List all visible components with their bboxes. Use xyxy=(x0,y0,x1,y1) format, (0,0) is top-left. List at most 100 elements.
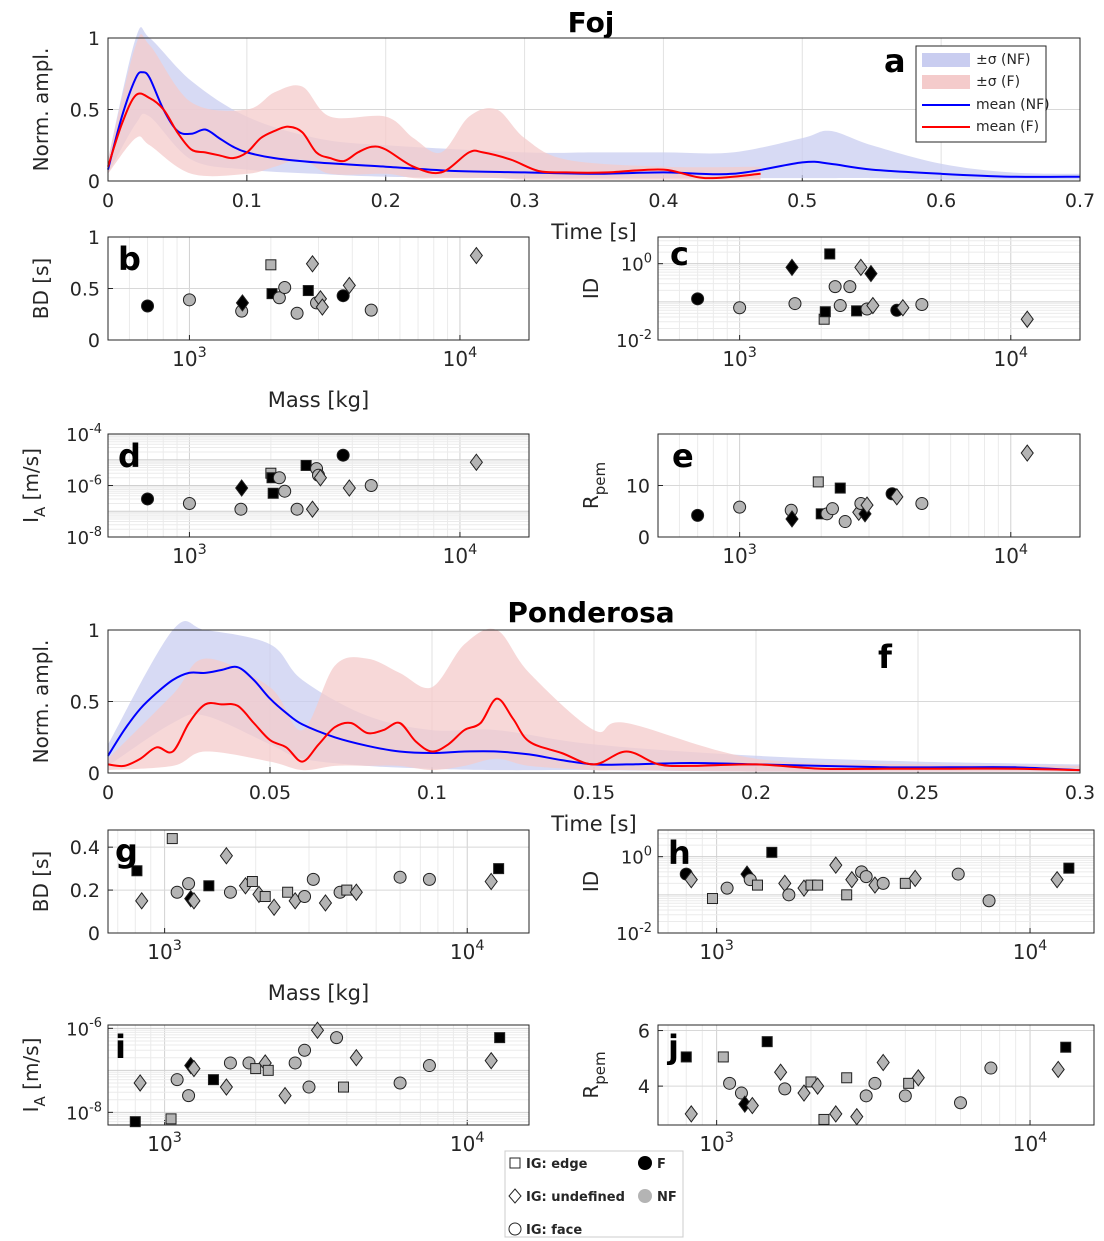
y-tick-label: 100 xyxy=(621,845,652,869)
point-diamond-nf xyxy=(342,479,356,497)
point-diamond-nf xyxy=(219,1078,234,1096)
point-circle-nf xyxy=(223,1056,237,1070)
point-circle-nf xyxy=(272,471,286,485)
x-tick-label: 104 xyxy=(450,938,485,964)
point-square-f xyxy=(129,1116,141,1128)
marker-key: IG: edge IG: undefined IG: face F NF xyxy=(504,1150,684,1238)
point-circle-nf xyxy=(223,885,237,899)
x-tick-label: 103 xyxy=(722,345,757,371)
y-tick-label: 0.5 xyxy=(70,692,100,714)
point-square-nf xyxy=(262,1064,274,1076)
point-diamond-f xyxy=(235,479,249,497)
panel-letter: e xyxy=(672,437,694,475)
panel-f: 0 0.05 0.1 0.15 0.2 0.25 0.3 0 0.5 1 Norm. ampl. Ti… xyxy=(29,620,1095,836)
point-circle-nf xyxy=(182,496,196,510)
point-diamond-nf xyxy=(850,1107,864,1126)
point-circle-f xyxy=(691,292,705,306)
band-f xyxy=(108,628,1080,772)
legend-label-mean-nf: mean (NF) xyxy=(976,97,1050,113)
point-diamond-nf xyxy=(187,891,201,910)
point-diamond-nf xyxy=(1020,444,1034,462)
x-tick-label: 103 xyxy=(722,542,757,568)
legend-label-f-band: ±σ (F) xyxy=(976,74,1020,90)
point-square-f xyxy=(203,880,215,892)
point-circle-nf xyxy=(272,291,286,305)
x-tick-label: 103 xyxy=(172,345,207,371)
point-diamond-f xyxy=(235,294,250,312)
point-circle-nf xyxy=(306,872,320,886)
point-square-f xyxy=(207,1074,219,1086)
x-tick-label: 103 xyxy=(147,938,182,964)
panel-letter: c xyxy=(670,235,689,273)
point-circle-nf xyxy=(182,877,196,891)
point-square-f xyxy=(494,1032,506,1044)
point-diamond-nf xyxy=(896,298,910,317)
point-square-f xyxy=(834,482,846,494)
y-tick-label: 0.5 xyxy=(70,279,100,301)
x-tick-label: 0 xyxy=(102,190,114,212)
series-mean-f xyxy=(107,697,1081,772)
y-tick-label: 10-8 xyxy=(66,1100,102,1124)
x-axis-label: Time [s] xyxy=(550,220,636,244)
x-tick-label: 104 xyxy=(443,345,478,371)
point-circle-nf xyxy=(364,479,378,492)
panel-d: 103 104 10-8 10-6 10-4 IA [m/s] d xyxy=(19,422,530,568)
point-square-f xyxy=(851,305,863,317)
point-circle-nf xyxy=(951,867,965,881)
point-diamond-nf xyxy=(313,468,328,487)
y-axis-label: BD [s] xyxy=(29,258,53,320)
axes-box xyxy=(107,433,530,538)
point-square-nf xyxy=(841,889,853,901)
point-circle-nf xyxy=(825,502,839,516)
x-tick-label: 103 xyxy=(699,938,734,964)
x-tick-label: 0.05 xyxy=(249,782,291,804)
panel-i: 103 104 10-8 10-6 IA [m/s] i xyxy=(19,1016,530,1156)
axes-box xyxy=(107,629,1081,774)
point-circle-nf xyxy=(290,502,304,516)
point-circle-nf xyxy=(170,1073,184,1087)
point-square-nf xyxy=(166,833,178,845)
point-circle-nf xyxy=(915,497,929,511)
point-diamond-nf xyxy=(484,1051,498,1070)
x-tick-label: 0.2 xyxy=(371,190,401,212)
point-diamond-nf xyxy=(349,1048,363,1067)
point-circle-nf xyxy=(868,1076,882,1090)
x-tick-label: 103 xyxy=(172,542,207,568)
band-nf xyxy=(108,27,1080,180)
point-diamond-nf xyxy=(829,856,843,874)
point-diamond-nf xyxy=(1051,1060,1065,1079)
panel-letter: b xyxy=(118,240,141,278)
point-circle-nf xyxy=(298,1043,312,1057)
point-circle-f xyxy=(336,448,350,462)
point-circle-nf xyxy=(859,1089,873,1103)
point-square-nf xyxy=(903,1077,915,1089)
y-tick-label: 10-2 xyxy=(616,921,652,945)
panel-b: 103 104 0 0.5 1 BD [s] Mass [kg] b xyxy=(29,227,530,412)
x-tick-label: 0.2 xyxy=(741,782,771,804)
point-diamond-nf xyxy=(684,1105,698,1123)
point-diamond-nf xyxy=(773,1063,788,1082)
panel-h: 103 104 10-2 100 ID h xyxy=(579,829,1095,964)
x-axis-label: Time [s] xyxy=(550,812,636,836)
y-axis-label: Norm. ampl. xyxy=(29,640,53,764)
point-diamond-nf xyxy=(267,898,281,917)
point-square-nf xyxy=(812,879,824,891)
point-square-f xyxy=(302,285,314,297)
point-circle-nf xyxy=(182,293,196,307)
panel-letter: d xyxy=(118,437,141,475)
y-tick-label: 0.5 xyxy=(70,100,100,122)
series-mean-f xyxy=(107,92,761,180)
point-diamond-nf xyxy=(349,883,363,902)
point-square-nf xyxy=(337,1081,349,1093)
x-tick-label: 0.1 xyxy=(417,782,447,804)
point-square-nf xyxy=(818,1113,830,1125)
point-circle-nf xyxy=(915,298,929,312)
point-circle-f xyxy=(141,299,155,313)
title-ponderosa: Ponderosa xyxy=(507,596,674,629)
point-circle-f xyxy=(336,289,350,303)
point-circle-nf xyxy=(723,1076,737,1090)
legend-label-mean-f: mean (F) xyxy=(976,119,1039,135)
point-diamond-nf xyxy=(310,1021,325,1040)
panel-e: 103 104 0 10 Rpem e xyxy=(579,433,1081,568)
